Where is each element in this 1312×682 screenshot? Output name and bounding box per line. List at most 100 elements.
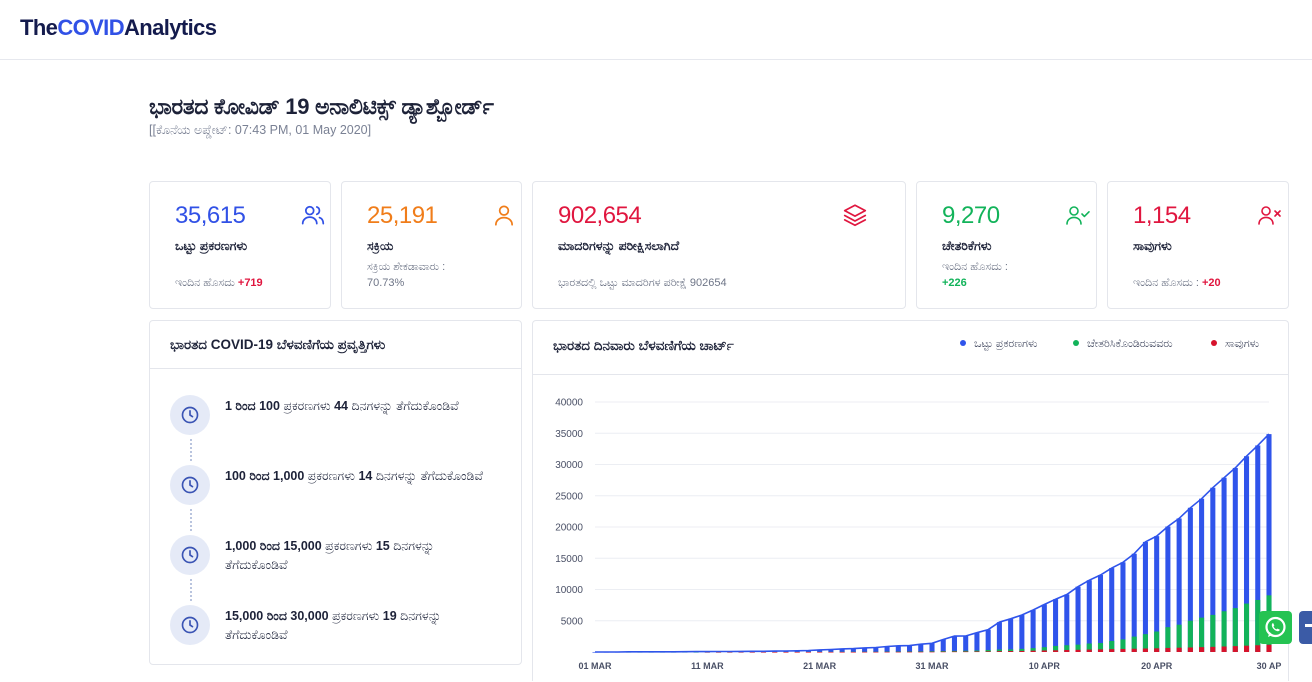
- bar: [1064, 594, 1070, 652]
- clock-icon: [170, 395, 210, 435]
- trend-text: 1 ರಿಂದ 100 ಪ್ರಕರಣಗಳು 44 ದಿನಗಳನ್ನು ತೆಗೆದು…: [225, 397, 500, 416]
- x-tick-label: 30 AP: [1257, 661, 1282, 671]
- bar: [884, 646, 890, 652]
- legend-recovered[interactable]: ಚೇತರಿಸಿಕೊಂಡಿರುವವರು: [1073, 338, 1173, 351]
- bar: [1131, 553, 1137, 652]
- facebook-share-button[interactable]: [1299, 611, 1312, 644]
- trend-text: 1,000 ರಿಂದ 15,000 ಪ್ರಕರಣಗಳು 15 ದಿನಗಳನ್ನು…: [225, 537, 500, 575]
- bar: [749, 651, 755, 653]
- deaths-today: ಇಂದಿನ ಹೊಸದು : +20: [1133, 275, 1221, 291]
- bar: [1221, 477, 1227, 652]
- recovered-value: 9,270: [942, 202, 1000, 229]
- bar: [929, 643, 935, 652]
- legend-deaths-swatch: [1211, 340, 1217, 347]
- bar: [1019, 650, 1025, 652]
- site-logo[interactable]: TheCOVIDAnalytics: [20, 15, 217, 41]
- bar: [1232, 608, 1238, 652]
- trend-item: 1,000 ರಿಂದ 15,000 ಪ್ರಕರಣಗಳು 15 ದಿನಗಳನ್ನು…: [170, 535, 500, 585]
- bar: [592, 651, 598, 653]
- bar: [1075, 644, 1081, 652]
- bar: [895, 651, 901, 653]
- bar: [760, 651, 767, 653]
- bar: [929, 651, 935, 653]
- legend-deaths-label: ಸಾವುಗಳು: [1225, 338, 1260, 350]
- bar: [850, 648, 856, 652]
- y-tick-label: 10000: [555, 585, 583, 596]
- trend-days: 14: [358, 469, 373, 483]
- bar: [1199, 617, 1205, 652]
- whatsapp-share-button[interactable]: [1259, 611, 1292, 644]
- whatsapp-icon: [1265, 616, 1286, 638]
- x-tick-label: 20 APR: [1141, 661, 1173, 671]
- bar: [862, 651, 868, 653]
- bar: [974, 651, 980, 653]
- trend-item: 100 ರಿಂದ 1,000 ಪ್ರಕರಣಗಳು 14 ದಿನಗಳನ್ನು ತೆ…: [170, 465, 500, 515]
- bar: [1165, 647, 1171, 652]
- bar: [1064, 649, 1070, 652]
- x-tick-label: 21 MAR: [803, 661, 837, 671]
- trend-tail: ದಿನಗಳನ್ನು ತೆಗೆದುಕೊಂಡಿವೆ: [225, 609, 442, 642]
- trend-range: 100 ರಿಂದ 1,000: [225, 469, 305, 483]
- bar: [1109, 568, 1115, 652]
- bar: [940, 651, 946, 653]
- bar: [1244, 603, 1250, 652]
- trend-tail: ದಿನಗಳನ್ನು ತೆಗೆದುಕೊಂಡಿವೆ: [225, 539, 435, 572]
- active-percent-value: 70.73%: [367, 277, 405, 289]
- total-cases-label: ಒಟ್ಟು ಪ್ರಕರಣಗಳು: [175, 239, 248, 253]
- total-cases-value: 35,615: [175, 202, 246, 229]
- bar: [805, 651, 811, 653]
- growth-trends-header: ಭಾರತದ COVID-19 ಬೆಳವಣಿಗೆಯ ಪ್ರವೃತ್ತಿಗಳು: [150, 321, 521, 369]
- bar: [1064, 645, 1070, 652]
- bar: [1053, 599, 1059, 652]
- trend-mid: ಪ್ರಕರಣಗಳು: [328, 609, 383, 623]
- bar: [1210, 487, 1216, 652]
- bar: [1210, 614, 1216, 652]
- last-updated: [[ಕೊನೆಯ ಅಪ್ಡೇಟ್: 07:43 PM, 01 May 2020]: [149, 123, 372, 137]
- growth-trends-panel: ಭಾರತದ COVID-19 ಬೆಳವಣಿಗೆಯ ಪ್ರವೃತ್ತಿಗಳು 1 …: [149, 320, 522, 665]
- active-value: 25,191: [367, 202, 438, 229]
- bar: [884, 651, 890, 653]
- bar: [1086, 643, 1092, 652]
- card-recovered: 9,270 ಚೇತರಿಕೆಗಳು ಇಂದಿನ ಹೊಸದು : +226: [916, 181, 1097, 309]
- bar: [895, 651, 901, 653]
- bar: [1255, 599, 1261, 652]
- bar: [1109, 649, 1115, 652]
- bar: [1142, 634, 1148, 652]
- active-percent-label: ಸಕ್ರಿಯ ಶೇಕಡಾವಾರು :: [367, 261, 446, 273]
- trend-item: 1 ರಿಂದ 100 ಪ್ರಕರಣಗಳು 44 ದಿನಗಳನ್ನು ತೆಗೆದು…: [170, 395, 500, 445]
- bar: [817, 649, 823, 652]
- clock-icon: [170, 535, 210, 575]
- bar: [1255, 645, 1261, 652]
- daily-growth-chart-panel: ಭಾರತದ ದಿನವಾರು ಬೆಳವಣಿಗೆಯ ಚಾರ್ಟ್ ಒಟ್ಟು ಪ್ರ…: [532, 320, 1289, 681]
- bar: [985, 629, 991, 652]
- bar: [1097, 649, 1104, 652]
- bar: [1176, 624, 1182, 652]
- legend-total[interactable]: ಒಟ್ಟು ಪ್ರಕರಣಗಳು: [960, 338, 1037, 351]
- bar: [1165, 526, 1171, 652]
- bar: [1187, 647, 1193, 652]
- bar: [1109, 640, 1115, 652]
- bar: [996, 649, 1002, 652]
- trend-item: 15,000 ರಿಂದ 30,000 ಪ್ರಕರಣಗಳು 19 ದಿನಗಳನ್ನ…: [170, 605, 500, 655]
- active-label: ಸಕ್ರಿಯ: [367, 239, 394, 253]
- bar: [907, 651, 913, 653]
- y-tick-label: 30000: [555, 460, 583, 471]
- bar: [873, 647, 879, 652]
- layers-icon: [843, 204, 867, 227]
- card-tested: 902,654 ಮಾದರಿಗಳನ್ನು ಪರೀಕ್ಷಿಸಲಾಗಿದೆ ಭಾರತದ…: [532, 181, 906, 309]
- logo-covid: COVID: [57, 15, 124, 40]
- trend-days: 15: [375, 539, 390, 553]
- bar: [1232, 467, 1238, 652]
- tested-summary: ಭಾರತದಲ್ಲಿ ಒಟ್ಟು ಮಾದರಿಗಳ ಪರೀಕ್ಷೆ 902654: [558, 277, 727, 289]
- bar: [963, 635, 969, 652]
- x-tick-label: 10 APR: [1029, 661, 1061, 671]
- bar: [884, 651, 890, 653]
- recovered-today-label: ಇಂದಿನ ಹೊಸದು :: [942, 261, 1008, 273]
- bar: [996, 622, 1002, 652]
- legend-deaths[interactable]: ಸಾವುಗಳು: [1211, 338, 1259, 351]
- bar: [1053, 650, 1059, 652]
- y-tick-label: 20000: [555, 523, 583, 534]
- top-navbar: TheCOVIDAnalytics: [0, 0, 1312, 60]
- bar: [738, 651, 744, 653]
- bar: [1199, 647, 1205, 652]
